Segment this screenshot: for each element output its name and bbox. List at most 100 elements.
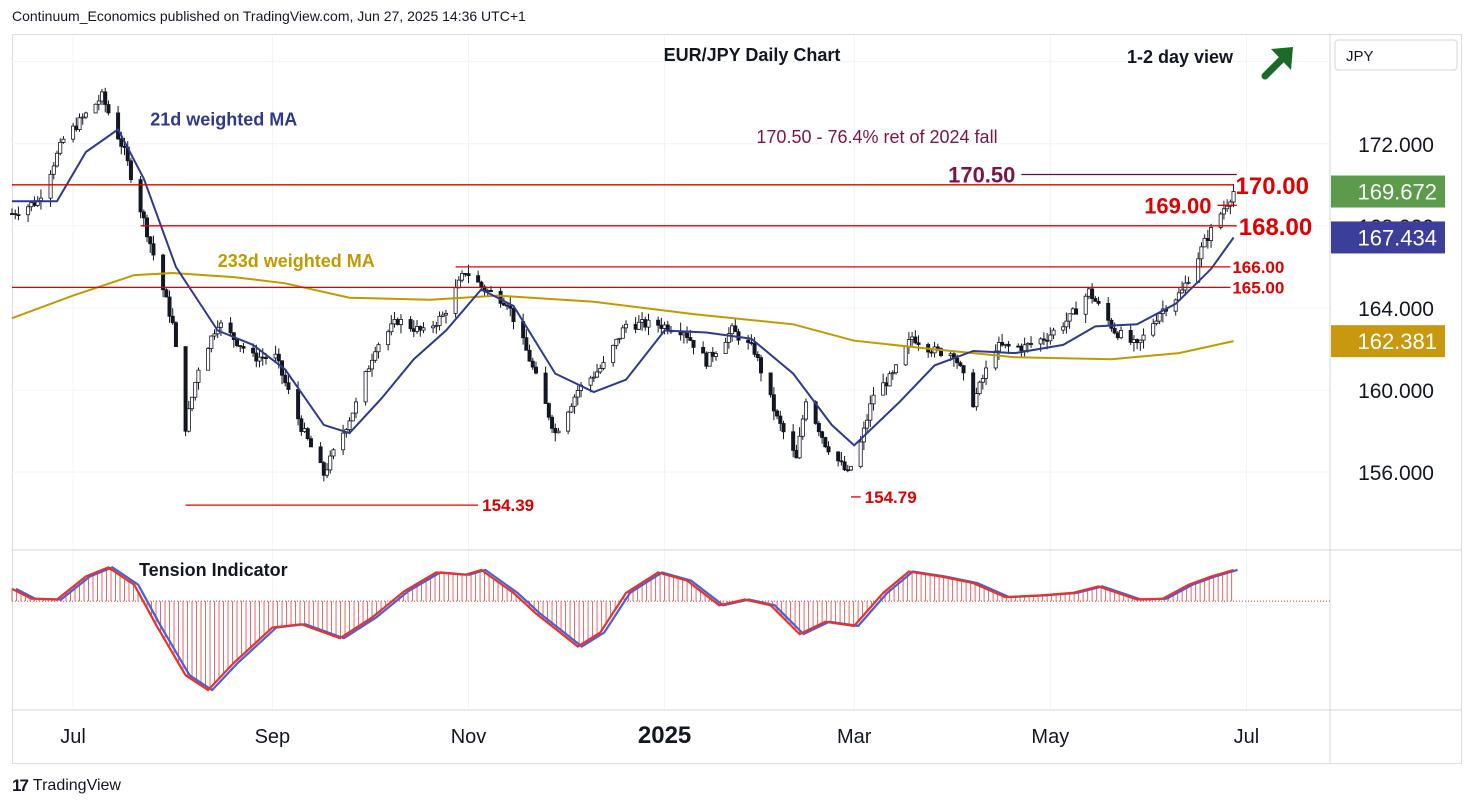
price-badge — [1331, 325, 1445, 358]
candle-body — [1157, 313, 1162, 322]
candle-body — [620, 327, 625, 339]
candle-body — [845, 469, 850, 472]
publisher-line: Continuum_Economics published on Trading… — [12, 8, 526, 24]
level-label: 154.79 — [865, 488, 917, 507]
candle-body — [1138, 339, 1143, 344]
candle-body — [145, 217, 150, 238]
candle-body — [1151, 323, 1156, 336]
candle-body — [842, 461, 847, 471]
candle-body — [305, 428, 310, 440]
candle-body — [151, 243, 156, 256]
x-tick-label: May — [1031, 726, 1069, 748]
candle-body — [26, 206, 31, 216]
candle-body — [1186, 281, 1191, 284]
candle-body — [440, 314, 445, 317]
candle-body — [363, 371, 368, 403]
candle-body — [386, 331, 391, 346]
candle-body — [257, 356, 262, 362]
candle-body — [235, 339, 240, 346]
candle-body — [1061, 326, 1066, 331]
candle-body — [395, 319, 400, 325]
candle-body — [640, 319, 645, 323]
candle-body — [781, 423, 786, 433]
candle-body — [868, 403, 873, 421]
currency-box — [1334, 39, 1458, 71]
price-badge — [1331, 175, 1445, 208]
candle-body — [1083, 295, 1088, 315]
candle-body — [286, 382, 291, 390]
candle-body — [1231, 191, 1236, 203]
candle-body — [820, 431, 825, 438]
candle-body — [212, 333, 217, 337]
candle-body — [961, 365, 966, 374]
candle-body — [508, 305, 513, 309]
candle-body — [501, 302, 506, 306]
candle-body — [894, 364, 899, 374]
tension-label: Tension Indicator — [139, 560, 288, 580]
candle-body — [505, 304, 510, 307]
candle-body — [100, 91, 105, 102]
candle-body — [601, 362, 606, 369]
candle-body — [1196, 258, 1201, 283]
candle-body — [190, 396, 195, 410]
ma233-line — [11, 271, 1234, 361]
candle-body — [83, 112, 88, 118]
candle-body — [488, 290, 493, 292]
candle-body — [373, 351, 378, 361]
candle-body — [1115, 332, 1120, 339]
candle-body — [61, 138, 66, 143]
candle-body — [633, 323, 638, 330]
candle-body — [48, 173, 53, 199]
candle-body — [276, 353, 281, 362]
candle-body — [411, 328, 416, 332]
candle-body — [1070, 308, 1075, 315]
fib-note: 170.50 - 76.4% ret of 2024 fall — [756, 127, 997, 147]
candle-body — [251, 347, 256, 354]
candle-body — [569, 405, 574, 413]
candle-body — [1109, 319, 1114, 329]
candle-body — [746, 339, 751, 343]
candle-body — [141, 211, 146, 219]
candle-body — [656, 319, 661, 326]
candle-body — [759, 357, 764, 374]
chart-title: EUR/JPY Daily Chart — [664, 45, 841, 65]
candle-body — [328, 455, 333, 471]
candle-body — [437, 315, 442, 326]
candle-body — [681, 332, 686, 336]
candle-body — [771, 394, 776, 412]
candle-body — [643, 319, 648, 328]
candle-body — [617, 337, 622, 340]
candle-body — [550, 416, 555, 429]
ma-annotation: 21d weighted MA — [150, 109, 297, 129]
candle-body — [13, 213, 18, 216]
candle-body — [1019, 345, 1024, 351]
candle-body — [1199, 246, 1204, 260]
candle-body — [984, 367, 989, 379]
chart-labels: 170.50 - 76.4% ret of 2024 fall EUR/JPY D… — [150, 45, 1293, 271]
candle-body — [421, 327, 426, 331]
candle-body — [778, 415, 783, 424]
candle-body — [1086, 288, 1091, 297]
candle-body — [701, 347, 706, 354]
candle-body — [460, 273, 465, 281]
candle-body — [479, 281, 484, 288]
candle-body — [241, 346, 246, 349]
candle-body — [1006, 343, 1011, 347]
candle-body — [614, 338, 619, 346]
candle-body — [939, 348, 944, 356]
candle-body — [958, 362, 963, 367]
candle-body — [302, 428, 307, 432]
candle-body — [572, 396, 577, 407]
candle-body — [1119, 330, 1124, 339]
candle-body — [1183, 282, 1188, 291]
candle-body — [206, 348, 211, 371]
candle-body — [707, 351, 712, 367]
candle-body — [1041, 338, 1046, 341]
arrow-head — [1271, 47, 1293, 70]
tradingview-brand[interactable]: 17 TradingView — [12, 776, 121, 796]
candle-body — [816, 423, 821, 433]
candle-body — [341, 432, 346, 451]
candle-body — [598, 368, 603, 373]
